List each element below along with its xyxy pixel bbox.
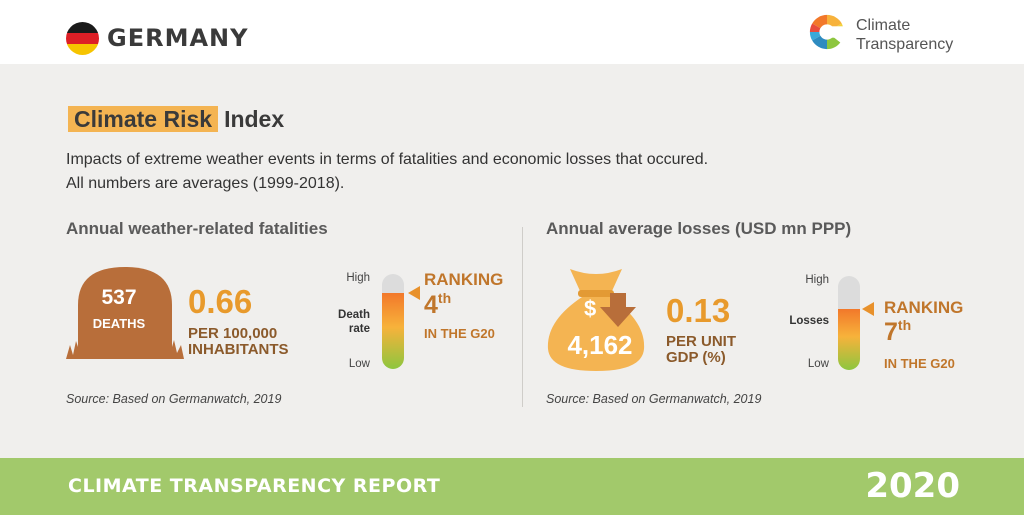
flag-stripe-red xyxy=(66,33,99,44)
loss-ranking-suffix: th xyxy=(897,317,912,333)
footer-report-title: CLIMATE TRANSPARENCY REPORT xyxy=(68,475,441,497)
description-line2: All numbers are averages (1999-2018). xyxy=(66,175,345,192)
gdp-loss-label-line1: PER UNIT xyxy=(666,333,737,350)
death-ranking-value: 4 xyxy=(424,291,438,319)
death-rate-thermometer xyxy=(382,274,404,369)
footer-year: 2020 xyxy=(865,466,960,506)
header: GERMANY Climate Transparency xyxy=(0,0,1024,64)
description: Impacts of extreme weather events in ter… xyxy=(66,148,708,196)
death-scale-high: High xyxy=(346,272,370,284)
loss-ranking-context: IN THE G20 xyxy=(884,356,955,371)
title-highlight: Climate Risk xyxy=(68,106,219,132)
death-thermometer-fill xyxy=(382,293,404,369)
section-divider xyxy=(522,227,523,407)
death-scale-label-line2: rate xyxy=(348,323,370,335)
fatality-rate-label: PER 100,000 INHABITANTS xyxy=(188,326,289,358)
description-line1: Impacts of extreme weather events in ter… xyxy=(66,151,709,168)
death-scale-label: Death rate xyxy=(320,308,370,336)
flag-stripe-gold xyxy=(66,44,99,55)
flag-stripe-black xyxy=(66,22,99,33)
fatality-rate-value: 0.66 xyxy=(188,283,253,320)
death-ranking-suffix: th xyxy=(437,290,452,306)
loss-ranking-label: RANKING xyxy=(884,298,964,317)
money-bag-symbol: $ xyxy=(584,296,597,321)
death-ranking-context: IN THE G20 xyxy=(424,326,495,341)
logo-text-line2: Transparency xyxy=(856,36,954,53)
fatality-rate-label-line1: PER 100,000 xyxy=(188,325,278,342)
death-scale-low: Low xyxy=(348,358,370,370)
climate-transparency-logo-icon xyxy=(809,14,845,50)
losses-source: Source: Based on Germanwatch, 2019 xyxy=(546,392,762,406)
page-title: Climate Risk Index xyxy=(68,104,284,134)
death-ranking-position: 4th xyxy=(424,290,451,320)
loss-scale-label: Losses xyxy=(789,315,829,327)
loss-scale-high: High xyxy=(805,274,829,286)
loss-marker-icon xyxy=(862,301,874,316)
death-scale-label-line1: Death xyxy=(338,309,370,321)
gdp-loss-value: 0.13 xyxy=(666,292,731,329)
logo-text: Climate Transparency xyxy=(856,16,953,54)
loss-value: 4,162 xyxy=(567,330,633,360)
fatalities-source: Source: Based on Germanwatch, 2019 xyxy=(66,392,282,406)
fatalities-section-title: Annual weather-related fatalities xyxy=(66,219,328,238)
title-rest: Index xyxy=(224,106,285,132)
loss-thermometer-empty xyxy=(838,276,860,309)
loss-ranking-value: 7 xyxy=(884,318,898,346)
loss-thermometer-fill xyxy=(838,308,860,370)
deaths-label: DEATHS xyxy=(92,316,146,331)
loss-scale-low: Low xyxy=(807,358,829,370)
logo-text-line1: Climate xyxy=(856,17,911,34)
death-ranking-label: RANKING xyxy=(424,270,504,289)
deaths-value: 537 xyxy=(101,286,137,309)
money-bag-icon xyxy=(547,269,645,371)
gdp-loss-label: PER UNIT GDP (%) xyxy=(666,334,736,366)
tombstone-icon xyxy=(66,267,184,359)
country-name: GERMANY xyxy=(107,24,249,52)
fatality-rate-label-line2: INHABITANTS xyxy=(188,341,289,358)
death-rate-marker-icon xyxy=(408,286,420,300)
loss-thermometer xyxy=(838,276,860,370)
footer: CLIMATE TRANSPARENCY REPORT 2020 xyxy=(0,458,1024,515)
gdp-loss-label-line2: GDP (%) xyxy=(666,349,726,366)
main-panel: Climate Risk Index Impacts of extreme wea… xyxy=(0,64,1024,458)
death-thermometer-empty xyxy=(382,274,404,293)
losses-section-title: Annual average losses (USD mn PPP) xyxy=(546,219,852,238)
loss-ranking-position: 7th xyxy=(884,317,911,347)
germany-flag-icon xyxy=(66,22,99,55)
